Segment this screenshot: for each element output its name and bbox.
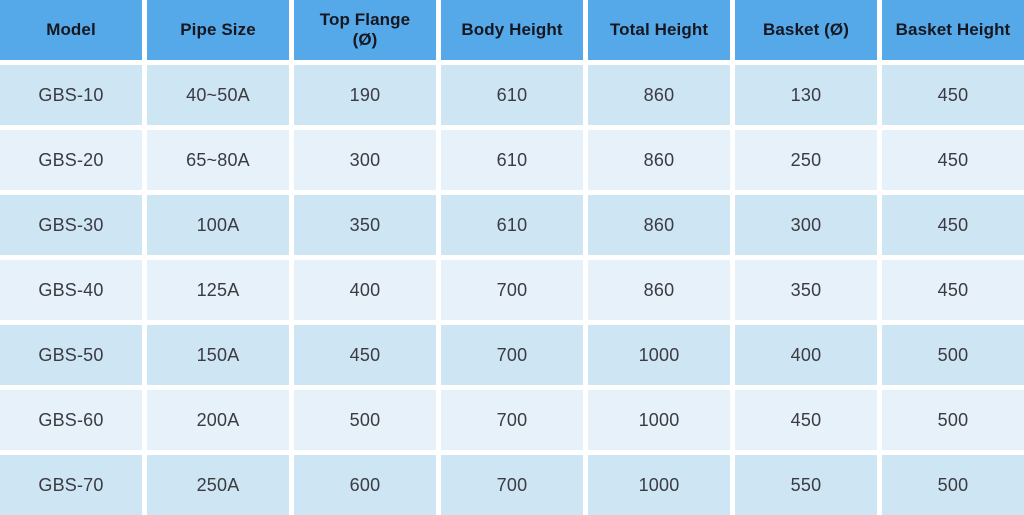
cell-gbs-30-pipe-size: 100A [147,195,289,255]
cell-gbs-30-model: GBS-30 [0,195,142,255]
cell-gbs-70-total-height: 1000 [588,455,730,515]
cell-gbs-30-total-height: 860 [588,195,730,255]
cell-gbs-60-top-flange: 500 [294,390,436,450]
cell-gbs-20-total-height: 860 [588,130,730,190]
cell-gbs-40-model: GBS-40 [0,260,142,320]
cell-gbs-10-body-height: 610 [441,65,583,125]
cell-gbs-70-top-flange: 600 [294,455,436,515]
column-header-body-height: Body Height [441,0,583,60]
cell-gbs-20-pipe-size: 65~80A [147,130,289,190]
column-header-total-height: Total Height [588,0,730,60]
cell-gbs-30-basket-height: 450 [882,195,1024,255]
cell-gbs-50-body-height: 700 [441,325,583,385]
cell-gbs-50-basket: 400 [735,325,877,385]
cell-gbs-10-pipe-size: 40~50A [147,65,289,125]
column-header-basket-height: Basket Height [882,0,1024,60]
cell-gbs-70-model: GBS-70 [0,455,142,515]
cell-gbs-10-basket: 130 [735,65,877,125]
cell-gbs-70-basket-height: 500 [882,455,1024,515]
cell-gbs-70-pipe-size: 250A [147,455,289,515]
cell-gbs-20-basket: 250 [735,130,877,190]
cell-gbs-10-basket-height: 450 [882,65,1024,125]
cell-gbs-50-pipe-size: 150A [147,325,289,385]
column-header-top-flange: Top Flange (Ø) [294,0,436,60]
cell-gbs-60-basket-height: 500 [882,390,1024,450]
cell-gbs-50-basket-height: 500 [882,325,1024,385]
cell-gbs-30-top-flange: 350 [294,195,436,255]
cell-gbs-40-total-height: 860 [588,260,730,320]
cell-gbs-70-basket: 550 [735,455,877,515]
column-header-basket: Basket (Ø) [735,0,877,60]
cell-gbs-60-model: GBS-60 [0,390,142,450]
cell-gbs-60-body-height: 700 [441,390,583,450]
cell-gbs-30-body-height: 610 [441,195,583,255]
cell-gbs-40-top-flange: 400 [294,260,436,320]
cell-gbs-10-total-height: 860 [588,65,730,125]
cell-gbs-20-model: GBS-20 [0,130,142,190]
cell-gbs-50-model: GBS-50 [0,325,142,385]
column-header-pipe-size: Pipe Size [147,0,289,60]
cell-gbs-50-total-height: 1000 [588,325,730,385]
column-header-model: Model [0,0,142,60]
cell-gbs-10-top-flange: 190 [294,65,436,125]
cell-gbs-70-body-height: 700 [441,455,583,515]
cell-gbs-50-top-flange: 450 [294,325,436,385]
cell-gbs-40-basket: 350 [735,260,877,320]
cell-gbs-40-basket-height: 450 [882,260,1024,320]
cell-gbs-20-basket-height: 450 [882,130,1024,190]
cell-gbs-60-pipe-size: 200A [147,390,289,450]
cell-gbs-10-model: GBS-10 [0,65,142,125]
cell-gbs-60-basket: 450 [735,390,877,450]
cell-gbs-60-total-height: 1000 [588,390,730,450]
cell-gbs-20-body-height: 610 [441,130,583,190]
cell-gbs-40-pipe-size: 125A [147,260,289,320]
cell-gbs-20-top-flange: 300 [294,130,436,190]
cell-gbs-30-basket: 300 [735,195,877,255]
cell-gbs-40-body-height: 700 [441,260,583,320]
